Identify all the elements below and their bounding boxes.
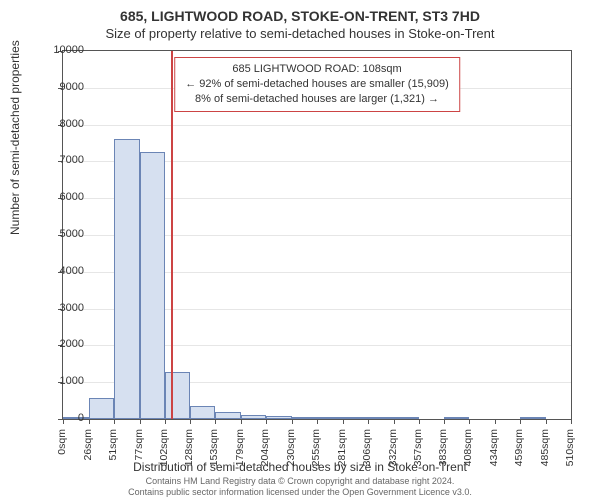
- y-tick-label: 3000: [40, 302, 84, 314]
- histogram-bar: [190, 406, 215, 419]
- x-tick-mark: [546, 419, 547, 424]
- histogram-bar: [140, 152, 165, 419]
- y-tick-label: 2000: [40, 338, 84, 350]
- x-tick-label: 357sqm: [412, 429, 424, 479]
- x-tick-mark: [571, 419, 572, 424]
- x-tick-mark: [368, 419, 369, 424]
- histogram-bar: [368, 417, 394, 419]
- histogram-bar: [444, 417, 469, 419]
- x-tick-mark: [292, 419, 293, 424]
- chart-container: 685, LIGHTWOOD ROAD, STOKE-ON-TRENT, ST3…: [0, 0, 600, 500]
- y-tick-label: 6000: [40, 191, 84, 203]
- x-tick-label: 510sqm: [564, 429, 576, 479]
- x-tick-label: 128sqm: [183, 429, 195, 479]
- histogram-bar: [317, 417, 343, 419]
- page-subtitle: Size of property relative to semi-detach…: [0, 24, 600, 41]
- annotation-line: 8% of semi-detached houses are larger (1…: [185, 92, 449, 107]
- x-tick-mark: [241, 419, 242, 424]
- annotation-line: 685 LIGHTWOOD ROAD: 108sqm: [185, 62, 449, 77]
- histogram-bar: [215, 412, 241, 419]
- chart-area: 685 LIGHTWOOD ROAD: 108sqm← 92% of semi-…: [62, 50, 572, 420]
- x-tick-mark: [190, 419, 191, 424]
- x-tick-label: 179sqm: [234, 429, 246, 479]
- x-tick-mark: [469, 419, 470, 424]
- annotation-box: 685 LIGHTWOOD ROAD: 108sqm← 92% of semi-…: [174, 57, 460, 112]
- reference-line: [171, 51, 173, 419]
- x-tick-mark: [495, 419, 496, 424]
- histogram-bar: [241, 415, 266, 419]
- x-tick-mark: [165, 419, 166, 424]
- y-tick-label: 4000: [40, 265, 84, 277]
- x-tick-mark: [89, 419, 90, 424]
- x-tick-label: 230sqm: [285, 429, 297, 479]
- x-tick-mark: [114, 419, 115, 424]
- histogram-bar: [520, 417, 546, 419]
- histogram-bar: [114, 139, 140, 419]
- plot-area: 685 LIGHTWOOD ROAD: 108sqm← 92% of semi-…: [62, 50, 572, 420]
- histogram-bar: [266, 416, 292, 419]
- page-title: 685, LIGHTWOOD ROAD, STOKE-ON-TRENT, ST3…: [0, 0, 600, 24]
- histogram-bar: [292, 417, 317, 419]
- x-tick-mark: [520, 419, 521, 424]
- x-tick-label: 51sqm: [107, 429, 119, 479]
- x-tick-label: 153sqm: [208, 429, 220, 479]
- x-tick-label: 255sqm: [310, 429, 322, 479]
- x-tick-label: 204sqm: [259, 429, 271, 479]
- y-tick-label: 0: [40, 412, 84, 424]
- footer-line-2: Contains public sector information licen…: [0, 487, 600, 498]
- x-tick-mark: [140, 419, 141, 424]
- y-tick-label: 8000: [40, 118, 84, 130]
- histogram-bar: [343, 417, 368, 419]
- x-tick-label: 383sqm: [437, 429, 449, 479]
- histogram-bar: [165, 372, 191, 419]
- x-tick-mark: [419, 419, 420, 424]
- annotation-line: ← 92% of semi-detached houses are smalle…: [185, 77, 449, 92]
- y-axis-label: Number of semi-detached properties: [8, 40, 22, 235]
- x-tick-label: 26sqm: [82, 429, 94, 479]
- y-tick-label: 7000: [40, 154, 84, 166]
- x-tick-label: 0sqm: [56, 429, 68, 479]
- x-tick-mark: [343, 419, 344, 424]
- y-tick-label: 10000: [40, 44, 84, 56]
- y-tick-label: 1000: [40, 375, 84, 387]
- x-tick-mark: [317, 419, 318, 424]
- x-tick-label: 102sqm: [158, 429, 170, 479]
- x-tick-label: 485sqm: [539, 429, 551, 479]
- x-tick-label: 434sqm: [488, 429, 500, 479]
- y-tick-label: 9000: [40, 81, 84, 93]
- x-tick-label: 459sqm: [513, 429, 525, 479]
- x-tick-label: 281sqm: [336, 429, 348, 479]
- x-tick-label: 332sqm: [387, 429, 399, 479]
- y-tick-label: 5000: [40, 228, 84, 240]
- x-tick-label: 77sqm: [133, 429, 145, 479]
- x-tick-mark: [266, 419, 267, 424]
- x-tick-mark: [215, 419, 216, 424]
- x-tick-mark: [394, 419, 395, 424]
- x-tick-label: 408sqm: [462, 429, 474, 479]
- x-tick-label: 306sqm: [361, 429, 373, 479]
- gridline: [63, 125, 571, 126]
- histogram-bar: [89, 398, 114, 419]
- x-tick-mark: [444, 419, 445, 424]
- histogram-bar: [394, 417, 419, 419]
